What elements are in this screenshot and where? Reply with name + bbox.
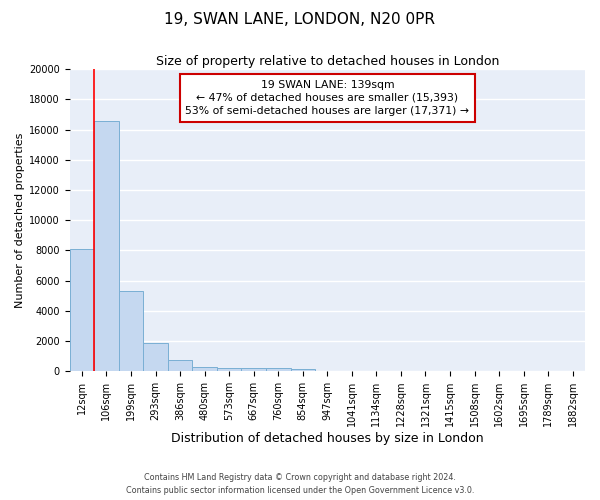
Bar xyxy=(193,366,217,371)
Text: 19, SWAN LANE, LONDON, N20 0PR: 19, SWAN LANE, LONDON, N20 0PR xyxy=(164,12,436,28)
Bar xyxy=(143,344,168,371)
Bar xyxy=(290,368,315,371)
Bar xyxy=(217,368,241,371)
Text: Contains HM Land Registry data © Crown copyright and database right 2024.
Contai: Contains HM Land Registry data © Crown c… xyxy=(126,474,474,495)
Title: Size of property relative to detached houses in London: Size of property relative to detached ho… xyxy=(155,55,499,68)
Bar xyxy=(168,360,193,371)
X-axis label: Distribution of detached houses by size in London: Distribution of detached houses by size … xyxy=(171,432,484,445)
Bar xyxy=(241,368,266,371)
Bar xyxy=(266,368,290,371)
Bar xyxy=(119,291,143,371)
Bar xyxy=(70,249,94,371)
Bar xyxy=(94,120,119,371)
Y-axis label: Number of detached properties: Number of detached properties xyxy=(15,132,25,308)
Text: 19 SWAN LANE: 139sqm
← 47% of detached houses are smaller (15,393)
53% of semi-d: 19 SWAN LANE: 139sqm ← 47% of detached h… xyxy=(185,80,469,116)
